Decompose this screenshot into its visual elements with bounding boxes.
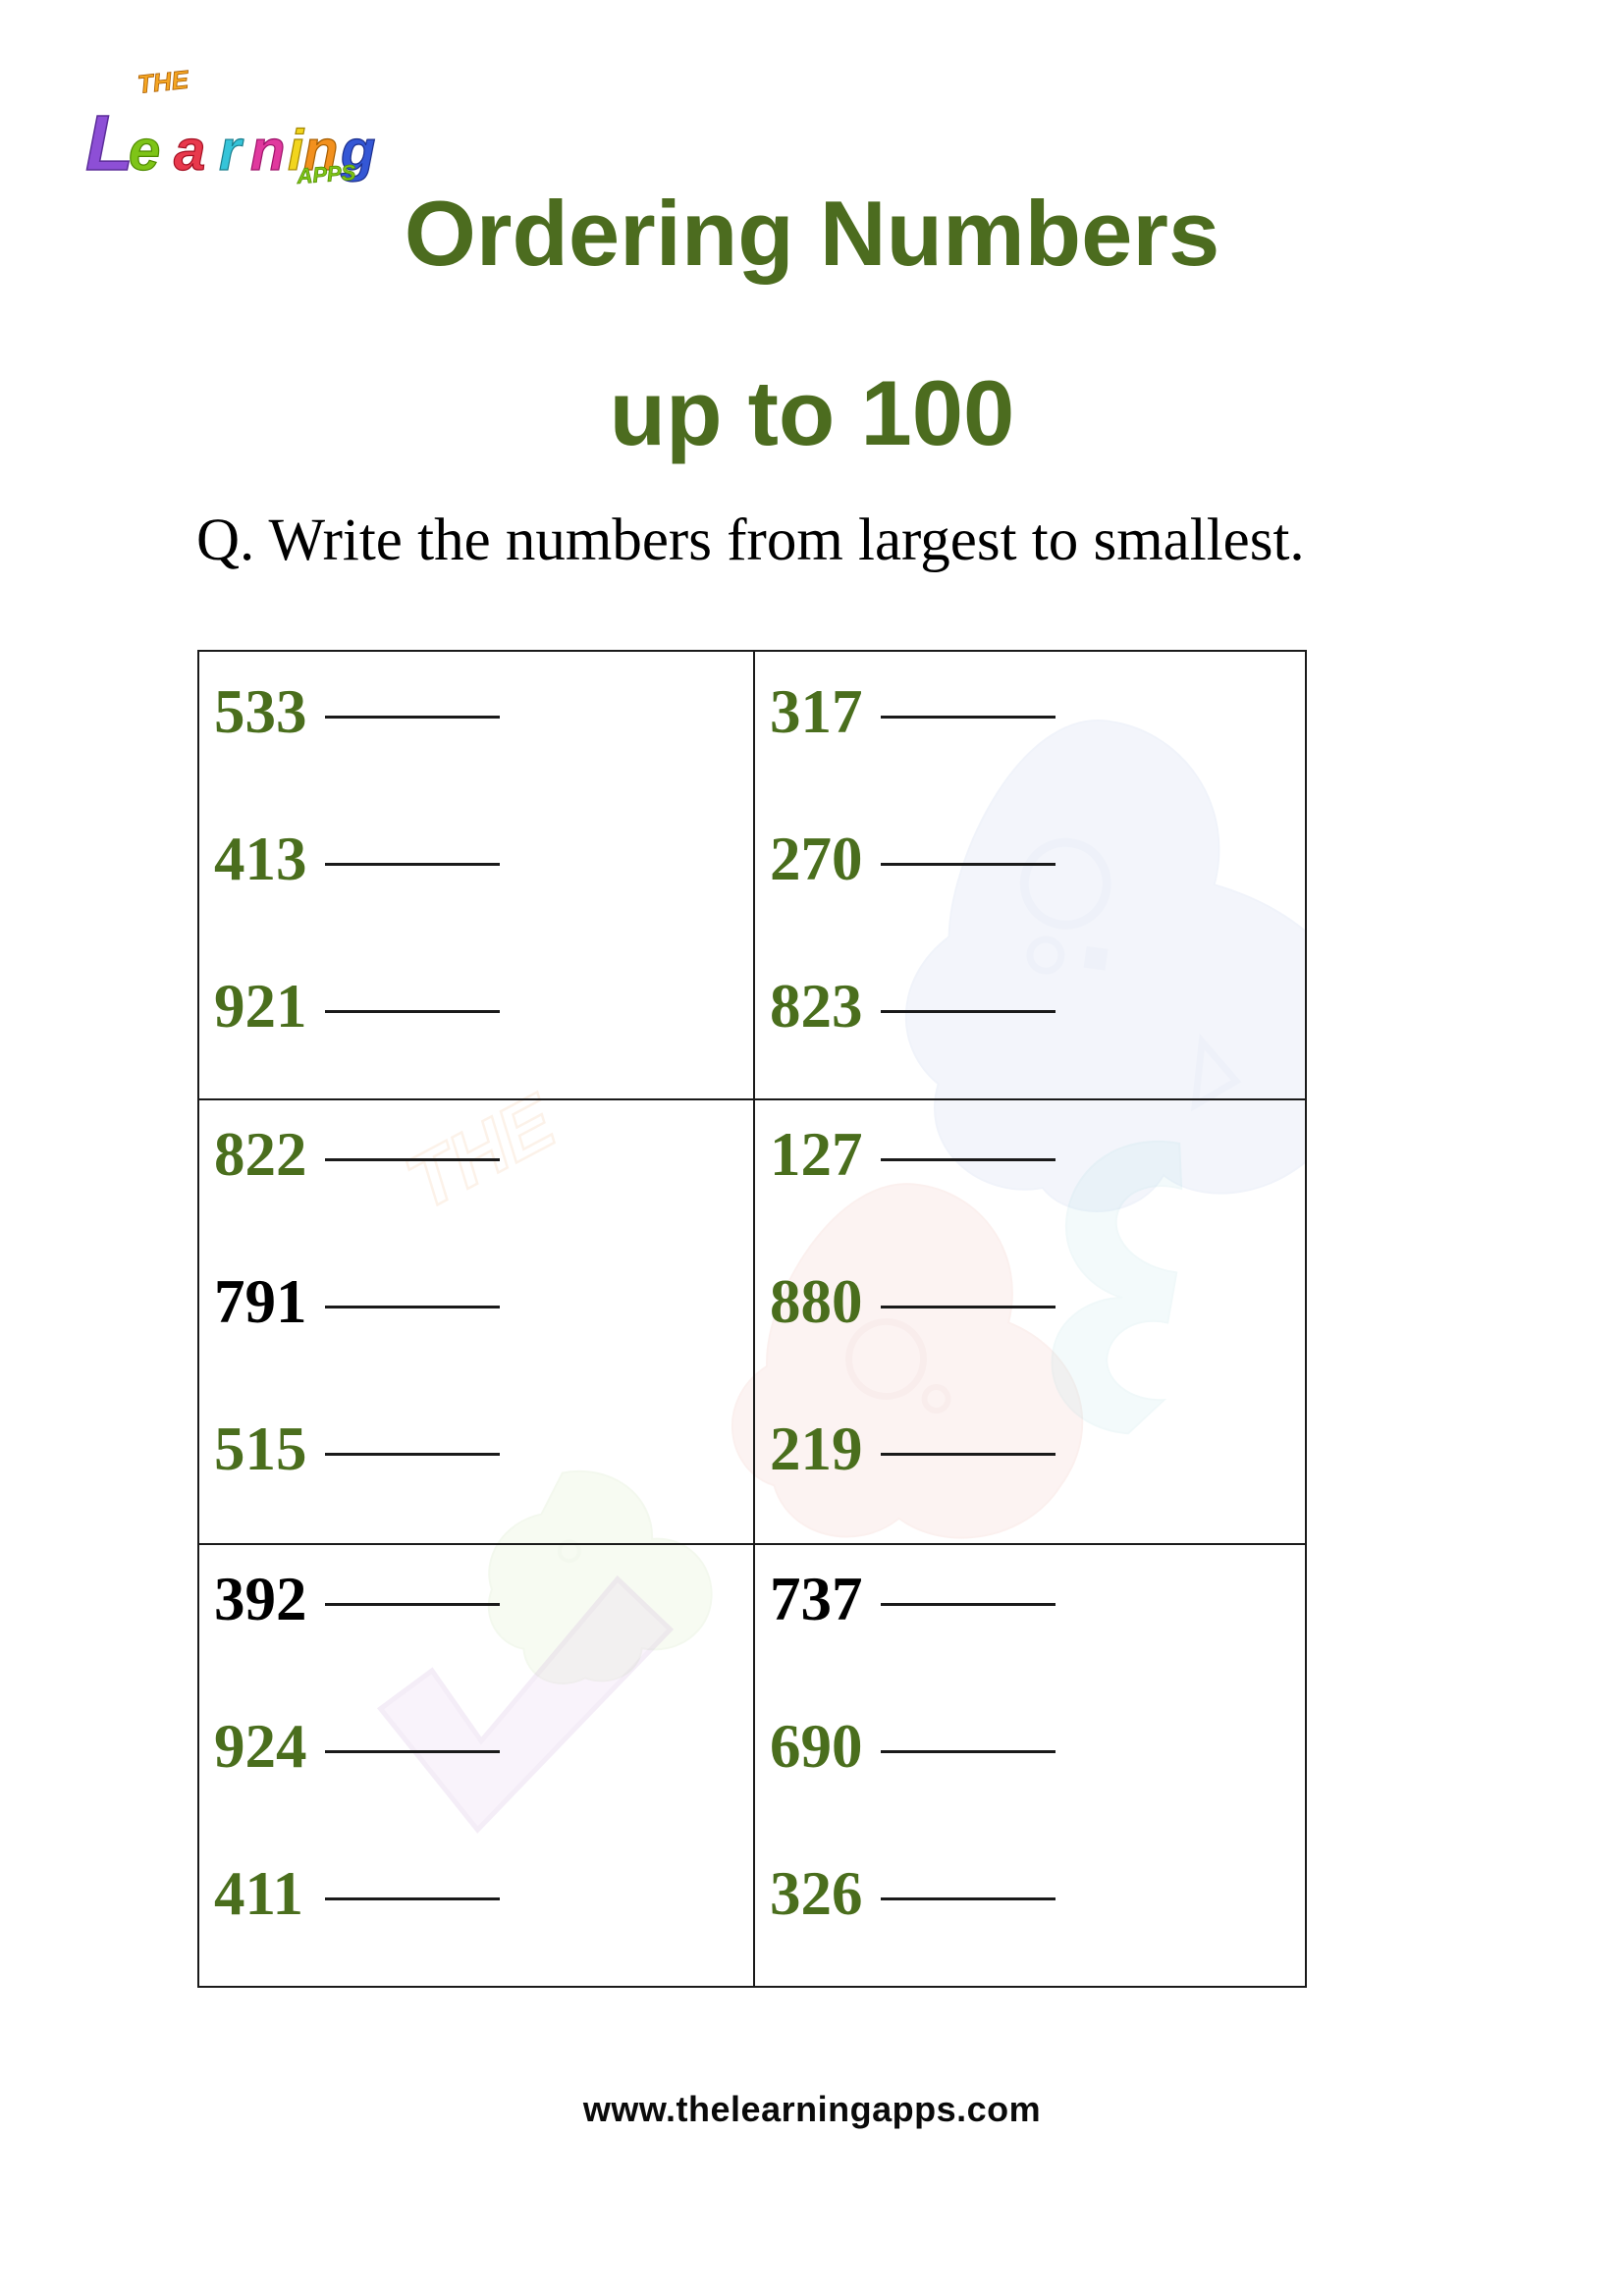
svg-text:THE: THE xyxy=(135,65,190,99)
